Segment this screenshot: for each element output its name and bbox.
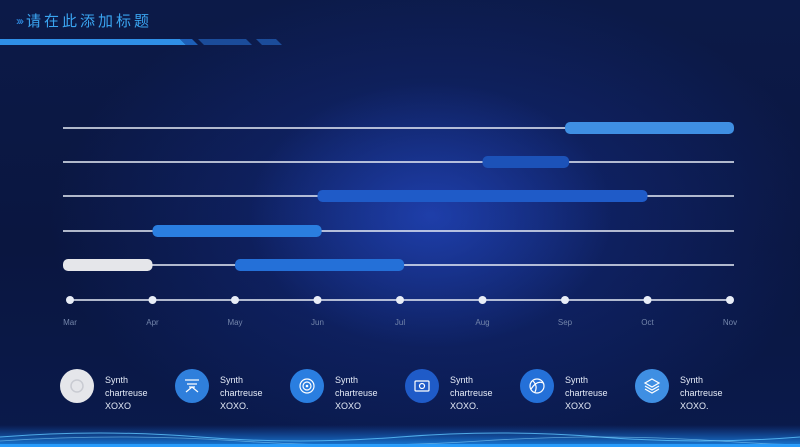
x-axis-tick-label: Aug (475, 318, 489, 327)
legend-item: Synth chartreuse XOXO. (175, 362, 285, 412)
x-axis-tick-label: Jun (311, 318, 324, 327)
x-axis-tick-dot (148, 296, 157, 304)
x-axis-tick-dot (478, 296, 487, 304)
legend: Synth chartreuse XOXO Synth chartreuse X… (0, 362, 800, 422)
gantt-bar (317, 190, 648, 202)
target-icon (299, 378, 315, 394)
legend-text: Synth chartreuse XOXO (565, 375, 608, 411)
x-axis-tick-label: Mar (63, 318, 77, 327)
legend-circle (60, 369, 94, 403)
x-axis-tick-dot (643, 296, 652, 304)
x-axis-tick-label: Sep (558, 318, 573, 327)
title-row: ››› 请在此添加标题 (16, 10, 152, 31)
x-axis-ticks: Mar Apr May Jun Jul Aug Sep Oct Nov (63, 296, 737, 327)
x-axis-tick-label: Oct (641, 318, 654, 327)
circle-icon (70, 379, 84, 393)
layers-icon (643, 378, 661, 394)
legend-item: Synth chartreuse XOXO (290, 362, 400, 412)
gantt-bar (482, 156, 570, 168)
gantt-bar (235, 259, 405, 271)
gantt-bar (63, 259, 153, 271)
legend-text: Synth chartreuse XOXO (105, 375, 148, 411)
x-axis-tick-dot (726, 296, 734, 304)
legend-circle (175, 369, 209, 403)
legend-circle (635, 369, 669, 403)
legend-text: Synth chartreuse XOXO. (680, 375, 723, 411)
x-axis-tick-label: Apr (146, 318, 159, 327)
x-axis-tick-label: Nov (723, 318, 737, 327)
header-decoration (0, 39, 282, 45)
legend-item: Synth chartreuse XOXO. (635, 362, 745, 412)
legend-text: Synth chartreuse XOXO. (220, 375, 263, 411)
x-axis-tick-label: May (227, 318, 242, 327)
x-axis-tick-dot (561, 296, 569, 304)
legend-circle (520, 369, 554, 403)
money-icon (414, 380, 430, 392)
x-axis-tick-label: Jul (395, 318, 405, 327)
x-axis-tick-dot (231, 296, 239, 304)
legend-text: Synth chartreuse XOXO. (450, 375, 493, 411)
legend-text: Synth chartreuse XOXO (335, 375, 378, 411)
legend-circle (290, 369, 324, 403)
legend-item: Synth chartreuse XOXO (60, 362, 170, 412)
bottom-glow-decoration (0, 425, 800, 447)
globe-icon (529, 378, 545, 394)
x-axis-tick-dot (396, 296, 404, 304)
weather-icon (185, 379, 199, 393)
legend-item: Synth chartreuse XOXO. (405, 362, 515, 412)
chevron-right-icon: ››› (16, 13, 24, 28)
gantt-bar (152, 225, 322, 237)
legend-item: Synth chartreuse XOXO (520, 362, 630, 412)
header: ››› 请在此添加标题 (0, 0, 800, 50)
bars (63, 122, 734, 271)
gantt-chart: Mar Apr May Jun Jul Aug Sep Oct Nov (63, 122, 737, 327)
page-title: 请在此添加标题 (26, 13, 153, 30)
x-axis-tick-dot (313, 296, 322, 304)
gantt-bar (565, 122, 734, 134)
x-axis-tick-dot (66, 296, 74, 304)
legend-circle (405, 369, 439, 403)
